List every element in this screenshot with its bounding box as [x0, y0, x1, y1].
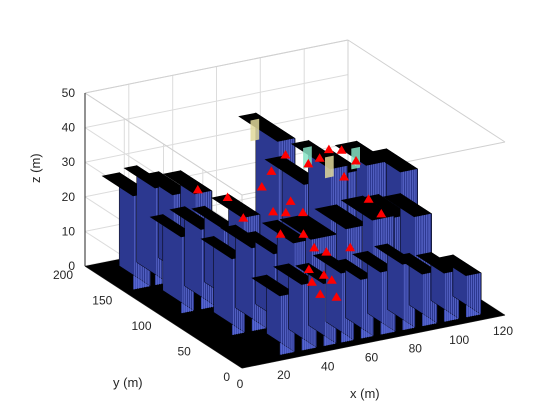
marker-triangle: [323, 144, 334, 154]
building: [437, 254, 482, 318]
marker-triangle: [363, 194, 374, 203]
x-tick-label: 20: [277, 368, 291, 382]
z-tick-label: 50: [62, 86, 76, 100]
x-tick-label: 100: [449, 333, 469, 347]
x-tick-label: 60: [365, 351, 379, 365]
y-tick-label: 150: [92, 294, 112, 308]
roof-highlight: [325, 155, 334, 179]
building-roof: [200, 236, 245, 260]
marker-triangle: [222, 192, 233, 201]
building-roof: [334, 140, 388, 166]
building-roof: [314, 204, 368, 230]
box-edge: [84, 39, 349, 94]
building-roof: [191, 205, 236, 229]
x-tick-label: 80: [409, 342, 423, 356]
z-tick-label: 30: [62, 155, 76, 169]
roof-highlight: [250, 118, 260, 142]
markers-layer: [192, 144, 387, 301]
z-tick-label: 0: [68, 259, 75, 273]
marker-triangle: [297, 207, 308, 217]
marker-triangle: [336, 145, 347, 154]
marker-triangle: [376, 208, 387, 218]
y-axis-label: y (m): [113, 375, 143, 390]
z-tick-label: 20: [62, 190, 76, 204]
marker-triangle: [331, 292, 342, 301]
building-roof: [393, 253, 438, 275]
building-roof: [141, 171, 190, 196]
marker-triangle: [280, 150, 291, 159]
marker-triangle: [315, 289, 326, 298]
marker-triangle: [326, 275, 337, 284]
box-edge: [347, 39, 506, 143]
building-roof: [149, 214, 195, 238]
x-tick-label: 40: [321, 359, 335, 373]
marker-triangle: [303, 158, 314, 168]
marker-triangle: [298, 229, 309, 238]
building-roof: [242, 231, 287, 255]
x-tick-label: 120: [493, 324, 513, 338]
z-axis-label: z (m): [28, 153, 43, 183]
y-tick-label: 100: [131, 319, 151, 333]
marker-triangle: [275, 229, 286, 238]
marker-triangle: [321, 247, 332, 256]
marker-triangle: [318, 270, 329, 279]
marker-triangle: [314, 153, 325, 162]
marker-triangle: [266, 166, 277, 175]
marker-triangle: [303, 264, 314, 273]
building-roof: [332, 258, 374, 280]
building-roof: [238, 112, 295, 142]
buildings-layer: [101, 112, 482, 356]
marker-triangle: [256, 182, 267, 191]
building-roof: [352, 251, 396, 273]
marker-triangle: [285, 196, 296, 205]
building-roof: [437, 254, 482, 276]
building-roof: [415, 252, 460, 274]
z-tick-label: 40: [62, 121, 76, 135]
gridline-z-back: [84, 108, 349, 163]
marker-triangle: [345, 242, 356, 252]
marker-triangle: [192, 184, 203, 194]
marker-triangle: [309, 242, 320, 252]
building-roof: [360, 194, 410, 219]
y-tick-label: 0: [223, 370, 230, 384]
building-roof: [273, 263, 317, 285]
y-tick-label: 200: [53, 268, 73, 282]
building-roof: [279, 214, 338, 240]
y-tick-label: 50: [177, 345, 191, 359]
building-roof: [382, 193, 432, 218]
marker-triangle: [280, 207, 291, 217]
building-roof: [264, 155, 322, 185]
marker-triangle: [268, 206, 279, 216]
marker-triangle: [238, 213, 249, 222]
building-roof: [261, 219, 309, 244]
building-roof: [368, 148, 418, 173]
building-roof: [251, 274, 295, 297]
marker-triangle: [339, 172, 350, 181]
x-axis-label: x (m): [350, 386, 380, 401]
marker-triangle: [351, 156, 361, 165]
x-tick-label: 0: [237, 377, 244, 391]
marker-triangle: [306, 277, 317, 286]
box-edge: [84, 92, 243, 196]
z-tick-label: 10: [62, 224, 76, 238]
gridline-z-back: [84, 74, 349, 129]
